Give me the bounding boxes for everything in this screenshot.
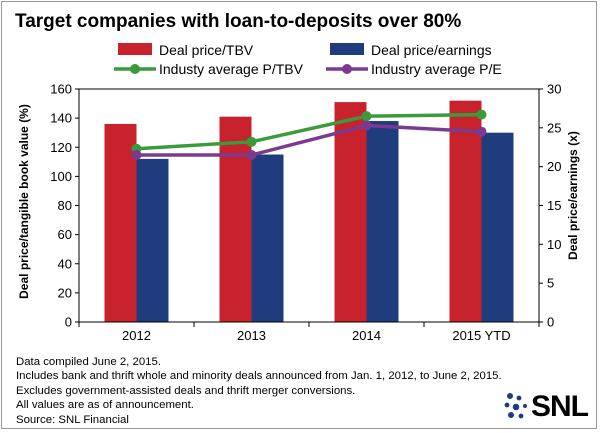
point-industy-average-p-tbv-2015-ytd xyxy=(476,109,487,120)
footnote-values: All values are as of announcement. xyxy=(16,399,194,412)
bar-deal-price-tbv-2015-ytd xyxy=(449,100,482,323)
footnote-date: Data compiled June 2, 2015. xyxy=(16,356,162,368)
y-tick-label-right: 15 xyxy=(547,198,561,213)
line-industry-average-p-e xyxy=(136,123,482,157)
logo-dot xyxy=(508,412,514,418)
y-tick-label-right: 10 xyxy=(547,237,561,252)
bar-deal-price-earnings-2012 xyxy=(136,158,169,322)
legend-label-industry-average-p-e: Industry average P/E xyxy=(371,61,502,77)
bar-deal-price-tbv-2014 xyxy=(334,102,367,322)
logo-dot xyxy=(512,403,520,411)
bars xyxy=(104,100,514,323)
y-tick-label-right: 0 xyxy=(547,315,554,330)
y-tick-label-left: 80 xyxy=(58,198,72,213)
lines xyxy=(131,109,487,161)
x-tick-label: 2012 xyxy=(122,328,151,343)
y-axis-label-left: Deal price/tangible book value (%) xyxy=(17,104,31,299)
x-tick-label: 2015 YTD xyxy=(452,328,510,343)
y-axis-label-right: Deal price/earnings (x) xyxy=(566,131,580,260)
chart: Target companies with loan-to-deposits o… xyxy=(15,11,580,344)
footnote-source: Source: SNL Financial xyxy=(16,413,129,426)
point-industy-average-p-tbv-2013 xyxy=(246,136,257,147)
snl-logo: SNL xyxy=(502,390,589,424)
bar-deal-price-earnings-2015-ytd xyxy=(481,132,514,322)
y-tick-label-left: 40 xyxy=(58,256,72,271)
legend-swatch-deal-price-tbv xyxy=(118,43,152,55)
y-tick-label-right: 30 xyxy=(547,82,561,97)
bar-deal-price-tbv-2013 xyxy=(219,116,252,322)
logo-dot xyxy=(518,413,524,419)
logo-dot xyxy=(507,393,513,399)
point-industry-average-p-e-2015-ytd xyxy=(476,126,487,137)
point-industry-average-p-e-2012 xyxy=(131,150,142,161)
legend-marker-industy-average-p-tbv xyxy=(130,64,140,74)
legend-marker-industry-average-p-e xyxy=(342,64,352,74)
legend-swatch-deal-price-earnings xyxy=(330,43,364,55)
footnotes: Data compiled June 2, 2015. Includes ban… xyxy=(16,355,502,427)
y-tick-label-right: 5 xyxy=(547,276,554,291)
bar-deal-price-earnings-2013 xyxy=(251,154,284,322)
footnote-exclusions: Excludes government-assisted deals and t… xyxy=(16,384,356,397)
legend-label-deal-price-earnings: Deal price/earnings xyxy=(371,42,492,58)
y-tick-label-left: 120 xyxy=(50,140,72,155)
axes: 0 20 40 60 80 100 120 140 160 0 5 10 15 20 25 30 2012 201… xyxy=(50,82,561,344)
chart-title: Target companies with loan-to-deposits o… xyxy=(15,11,461,32)
point-industy-average-p-tbv-2014 xyxy=(361,111,372,122)
bar-deal-price-tbv-2012 xyxy=(104,123,137,322)
logo-dots-icon xyxy=(504,393,527,419)
bar-deal-price-earnings-2014 xyxy=(366,121,399,322)
line-industy-average-p-tbv xyxy=(136,112,482,151)
legend: Deal price/TBV Deal price/earnings Industy… xyxy=(114,42,502,77)
y-tick-label-right: 25 xyxy=(547,120,561,135)
x-tick-label: 2014 xyxy=(352,328,381,343)
y-tick-label-left: 100 xyxy=(50,169,72,184)
y-tick-label-left: 0 xyxy=(65,315,72,330)
point-industry-average-p-e-2013 xyxy=(246,150,257,161)
y-tick-label-left: 160 xyxy=(50,82,72,97)
y-tick-label-right: 20 xyxy=(547,159,561,174)
logo-text: SNL xyxy=(531,390,589,423)
x-tick-label: 2013 xyxy=(237,328,266,343)
footnote-scope: Includes bank and thrift whole and minor… xyxy=(16,370,502,383)
legend-label-deal-price-tbv: Deal price/TBV xyxy=(159,42,254,58)
legend-label-industy-average-p-tbv: Industy average P/TBV xyxy=(159,61,304,77)
logo-dot xyxy=(523,404,527,408)
y-tick-label-left: 140 xyxy=(50,111,72,126)
y-tick-label-left: 20 xyxy=(58,285,72,300)
point-industry-average-p-e-2014 xyxy=(361,120,372,131)
logo-dot xyxy=(516,395,522,401)
y-tick-label-left: 60 xyxy=(58,227,72,242)
logo-dot xyxy=(504,402,510,408)
